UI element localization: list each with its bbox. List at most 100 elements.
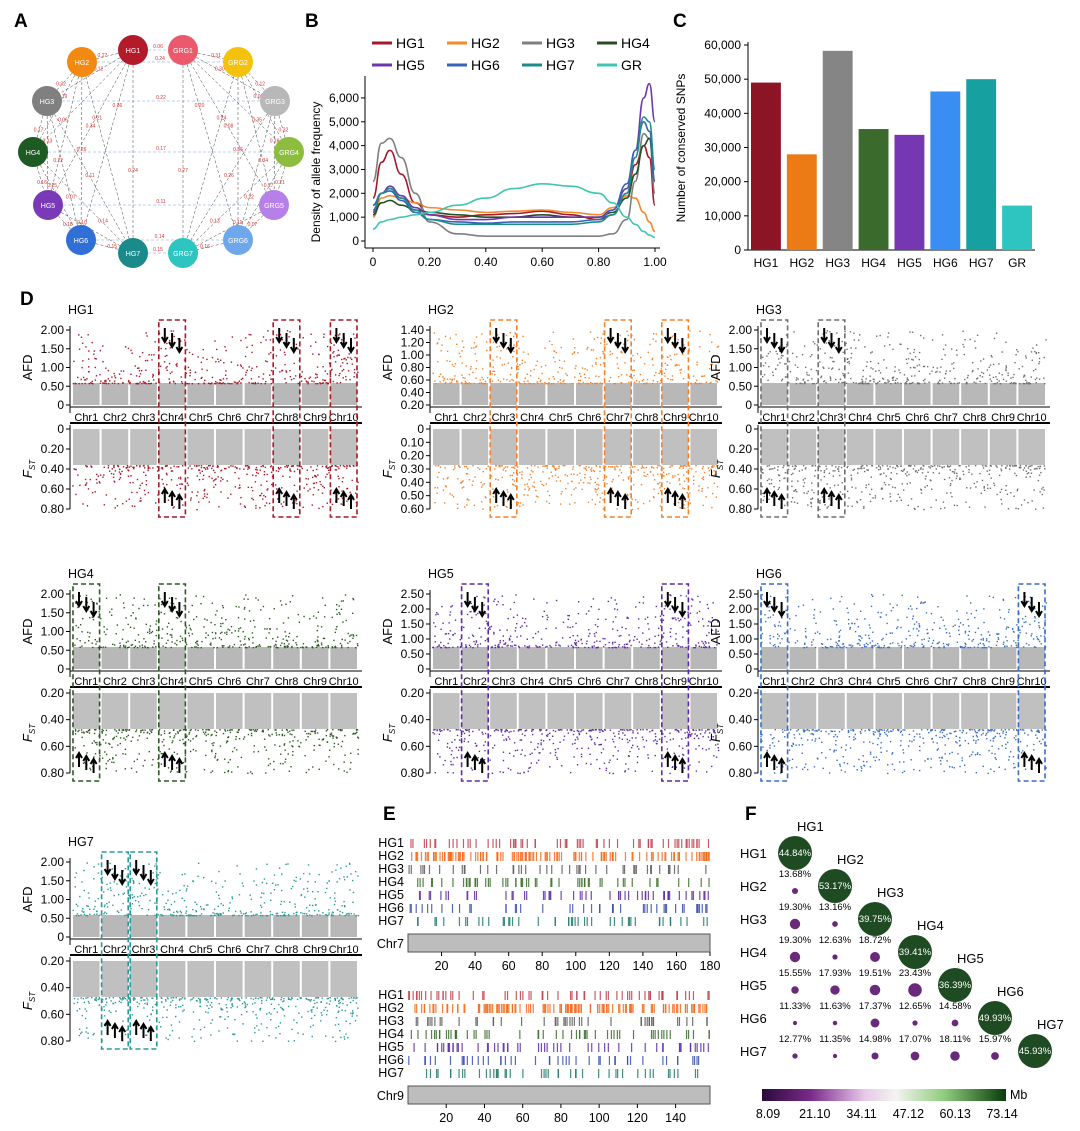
- fst-point: [611, 738, 614, 741]
- fst-point: [907, 465, 910, 467]
- fst-point: [971, 473, 973, 475]
- afd-point: [927, 632, 929, 634]
- afd-point: [794, 364, 797, 366]
- fst-point: [540, 739, 543, 741]
- afd-point: [468, 644, 471, 647]
- afd-point: [469, 610, 471, 613]
- afd-point: [332, 352, 334, 354]
- afd-point: [912, 381, 914, 384]
- afd-point: [498, 646, 500, 648]
- fst-point: [132, 736, 134, 739]
- afd-point: [785, 596, 787, 599]
- fst-point: [528, 767, 530, 769]
- afd-point: [711, 629, 714, 632]
- afd-tick-label: 2.00: [401, 602, 425, 616]
- fst-point: [656, 473, 659, 475]
- afd-point: [460, 382, 462, 385]
- fst-point: [236, 467, 238, 470]
- afd-point: [89, 616, 91, 619]
- fst-point: [951, 495, 953, 498]
- afd-point: [254, 626, 256, 628]
- fst-point: [454, 739, 456, 741]
- afd-point: [588, 610, 590, 612]
- afd-point: [1014, 596, 1017, 599]
- afd-point: [281, 369, 284, 372]
- afd-points: [432, 594, 719, 649]
- chromosome-label: Chr5: [549, 676, 573, 688]
- afd-point: [515, 381, 517, 384]
- afd-point: [322, 382, 325, 384]
- fst-point: [710, 736, 713, 738]
- network-node-label: HG6: [74, 238, 89, 245]
- fst-point: [346, 467, 348, 469]
- afd-point: [829, 379, 832, 381]
- fst-point: [161, 468, 164, 470]
- fst-point: [925, 475, 927, 477]
- fst-point: [556, 756, 558, 759]
- fst-point: [689, 735, 692, 737]
- fst-point: [631, 737, 633, 739]
- fst-background-band: [330, 429, 357, 465]
- afd-point: [475, 377, 477, 379]
- afd-point: [197, 382, 200, 385]
- afd-point: [486, 349, 488, 351]
- afd-point: [225, 374, 227, 376]
- fst-point: [292, 740, 294, 742]
- fst-point: [99, 482, 101, 484]
- afd-point: [625, 628, 627, 630]
- afd-point: [766, 355, 768, 357]
- afd-point: [219, 379, 221, 381]
- afd-point: [201, 640, 203, 643]
- fst-point: [949, 482, 952, 485]
- fst-point: [803, 482, 806, 484]
- fst-point: [865, 484, 867, 486]
- fst-point: [835, 466, 837, 468]
- afd-point: [658, 372, 660, 374]
- afd-point: [214, 380, 217, 383]
- edge-weight-label: 0.17: [264, 183, 274, 189]
- fst-point: [183, 729, 186, 731]
- afd-point: [111, 608, 113, 610]
- fst-point: [178, 730, 181, 732]
- up-arrow: [770, 490, 779, 506]
- fst-point: [599, 466, 601, 468]
- chromosome-label: Chr6: [905, 412, 929, 424]
- afd-point: [188, 624, 191, 627]
- afd-point: [809, 355, 812, 358]
- afd-point: [706, 603, 709, 606]
- afd-point: [516, 622, 518, 625]
- afd-point: [310, 345, 312, 347]
- x-tick-label: 0.40: [474, 255, 498, 269]
- afd-point: [518, 646, 520, 649]
- fst-point: [585, 732, 588, 735]
- afd-point: [482, 378, 485, 381]
- fst-point: [771, 496, 774, 499]
- fst-point: [470, 767, 473, 769]
- afd-point: [234, 630, 236, 632]
- afd-point: [541, 615, 544, 618]
- afd-point: [603, 352, 605, 355]
- afd-point: [522, 617, 524, 620]
- afd-point: [196, 640, 199, 642]
- afd-point: [273, 645, 275, 647]
- afd-point: [283, 643, 286, 645]
- fst-point: [459, 729, 461, 731]
- fst-point: [112, 758, 114, 760]
- afd-point: [117, 382, 120, 385]
- afd-point: [113, 382, 116, 385]
- fst-point: [890, 472, 892, 474]
- fst-point: [968, 471, 970, 474]
- fst-point: [638, 748, 640, 750]
- fst-point: [932, 471, 935, 474]
- fst-point: [210, 734, 212, 737]
- afd-point: [316, 382, 319, 385]
- fst-point: [860, 466, 862, 468]
- afd-point: [286, 646, 289, 649]
- afd-point: [342, 600, 345, 602]
- legend-label: HG3: [546, 35, 575, 51]
- fst-point: [507, 767, 510, 770]
- afd-point: [918, 382, 921, 385]
- fst-point: [594, 481, 596, 484]
- fst-point: [643, 746, 645, 748]
- fst-point: [346, 487, 349, 490]
